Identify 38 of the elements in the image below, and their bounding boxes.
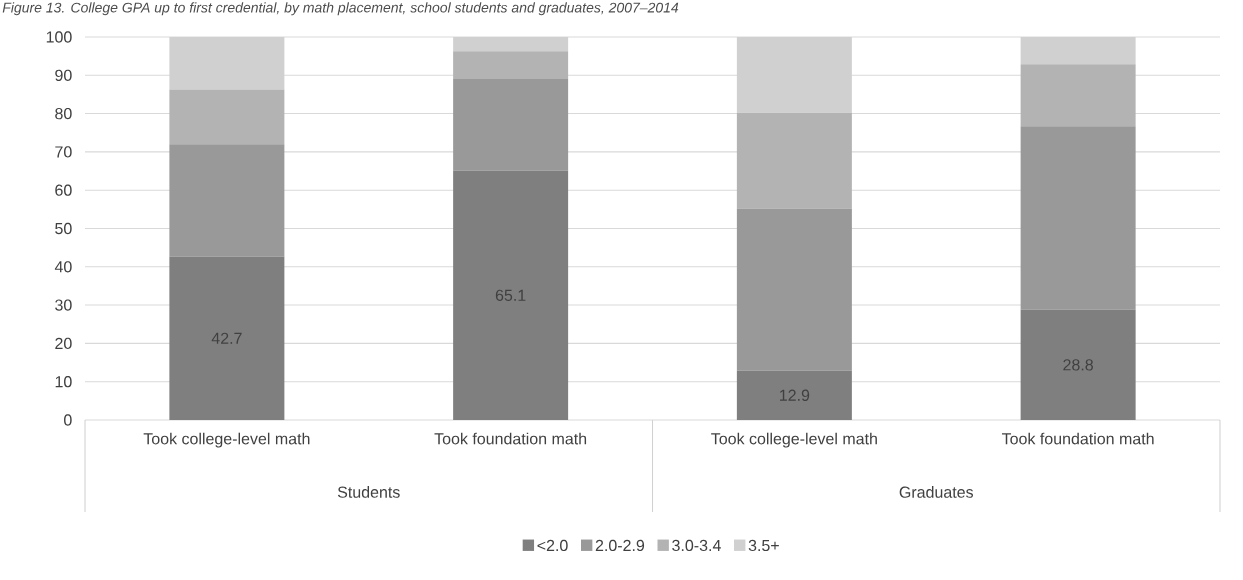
y-tick-label: 100 bbox=[46, 31, 72, 43]
x-tick-label: Took foundation math bbox=[1001, 432, 1154, 445]
chart-title: Figure 13. College GPA up to first credential, by math placement, school students and graduates, 2007–2014 bbox=[2, 2, 679, 16]
legend-label: 2.0-2.9 bbox=[595, 539, 645, 552]
legend-label: 3.0-3.4 bbox=[672, 539, 721, 552]
bar bbox=[453, 79, 569, 171]
y-tick-label: 90 bbox=[55, 69, 72, 81]
bar bbox=[736, 112, 852, 209]
bar bbox=[453, 51, 569, 80]
y-tick-label: 10 bbox=[55, 376, 72, 388]
y-tick-label: 60 bbox=[55, 184, 72, 196]
legend-label: 3.5+ bbox=[748, 539, 779, 552]
bar bbox=[1020, 64, 1136, 127]
bar bbox=[169, 256, 285, 420]
data-label: 65.1 bbox=[495, 289, 526, 301]
bar bbox=[736, 208, 852, 371]
text: Graduates bbox=[899, 486, 974, 498]
data-label: 12.9 bbox=[780, 389, 810, 401]
data-label: 28.8 bbox=[1063, 359, 1093, 371]
x-tick-label: Took college-level math bbox=[143, 432, 310, 448]
x-tick-label: Took foundation math bbox=[434, 432, 587, 445]
legend-label: <2.0 bbox=[537, 539, 568, 552]
y-tick-label: 40 bbox=[54, 261, 72, 273]
y-tick-label: 80 bbox=[55, 107, 72, 120]
y-tick-label: 70 bbox=[55, 146, 72, 158]
y-tick-label: 0 bbox=[64, 414, 72, 426]
bar bbox=[1020, 126, 1136, 310]
bar bbox=[736, 370, 852, 420]
data-label: 42.7 bbox=[211, 332, 242, 344]
y-tick-label: 50 bbox=[55, 222, 72, 235]
y-tick-label: 30 bbox=[55, 299, 72, 311]
bar bbox=[453, 170, 569, 420]
x-tick-label: Took college-level math bbox=[711, 432, 877, 448]
bar bbox=[169, 89, 285, 145]
y-tick-label: 20 bbox=[55, 337, 72, 350]
bar bbox=[169, 144, 285, 257]
text: Students bbox=[337, 486, 400, 498]
bar bbox=[1020, 309, 1136, 420]
